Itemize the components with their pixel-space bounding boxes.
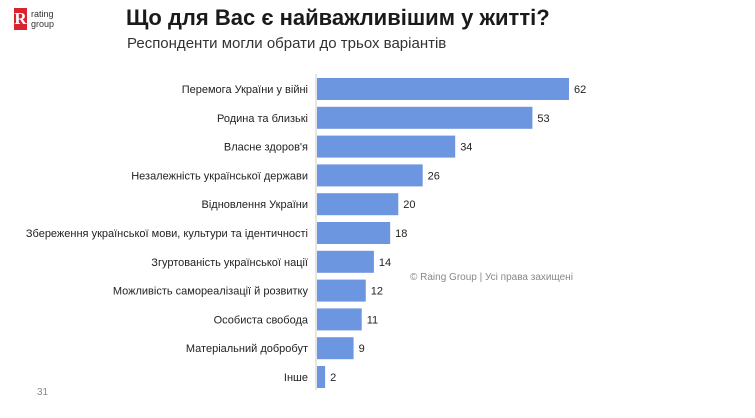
data-label: 26: [428, 170, 440, 182]
bar: [317, 193, 399, 216]
page-number: 31: [37, 387, 49, 398]
data-label: 14: [379, 257, 391, 269]
category-label: Відновлення України: [202, 199, 309, 211]
category-label: Перемога України у війні: [182, 84, 308, 96]
category-label: Матеріальний добробут: [186, 343, 308, 355]
data-label: 9: [359, 343, 365, 355]
copyright-notice: © Raing Group | Усі права захищені: [410, 272, 573, 283]
bar: [317, 279, 366, 302]
category-label: Власне здоров'я: [224, 142, 308, 154]
category-label: Можливість самореалізації й розвитку: [113, 286, 309, 298]
bar: [317, 366, 326, 388]
bar: [317, 222, 391, 244]
logo-mark-icon: R: [14, 8, 27, 30]
category-label: Незалежність української держави: [131, 170, 308, 182]
bar: [317, 78, 569, 100]
category-label: Інше: [284, 372, 308, 384]
chart-title: Що для Вас є найважливішим у житті?: [126, 5, 550, 30]
data-label: 62: [574, 84, 586, 96]
bar: [317, 308, 362, 331]
data-label: 53: [537, 113, 549, 125]
bar: [317, 106, 533, 129]
category-label: Родина та близькі: [217, 113, 308, 125]
bar: [317, 164, 423, 187]
logo-text: rating group: [31, 9, 55, 29]
data-label: 18: [395, 228, 407, 240]
chart-subtitle: Респонденти могли обрати до трьох варіан…: [127, 35, 447, 52]
category-label: Збереження української мови, культури та…: [26, 228, 308, 240]
data-label: 11: [367, 314, 378, 326]
data-label: 34: [460, 142, 472, 154]
bar: [317, 337, 354, 360]
data-label: 20: [403, 199, 415, 211]
category-label: Згуртованість української нації: [151, 257, 308, 269]
bar: [317, 250, 374, 273]
bar: [317, 135, 456, 158]
data-label: 2: [330, 372, 336, 384]
category-label: Особиста свобода: [214, 314, 309, 326]
data-label: 12: [371, 286, 383, 298]
rating-group-logo: R rating group: [14, 8, 74, 30]
